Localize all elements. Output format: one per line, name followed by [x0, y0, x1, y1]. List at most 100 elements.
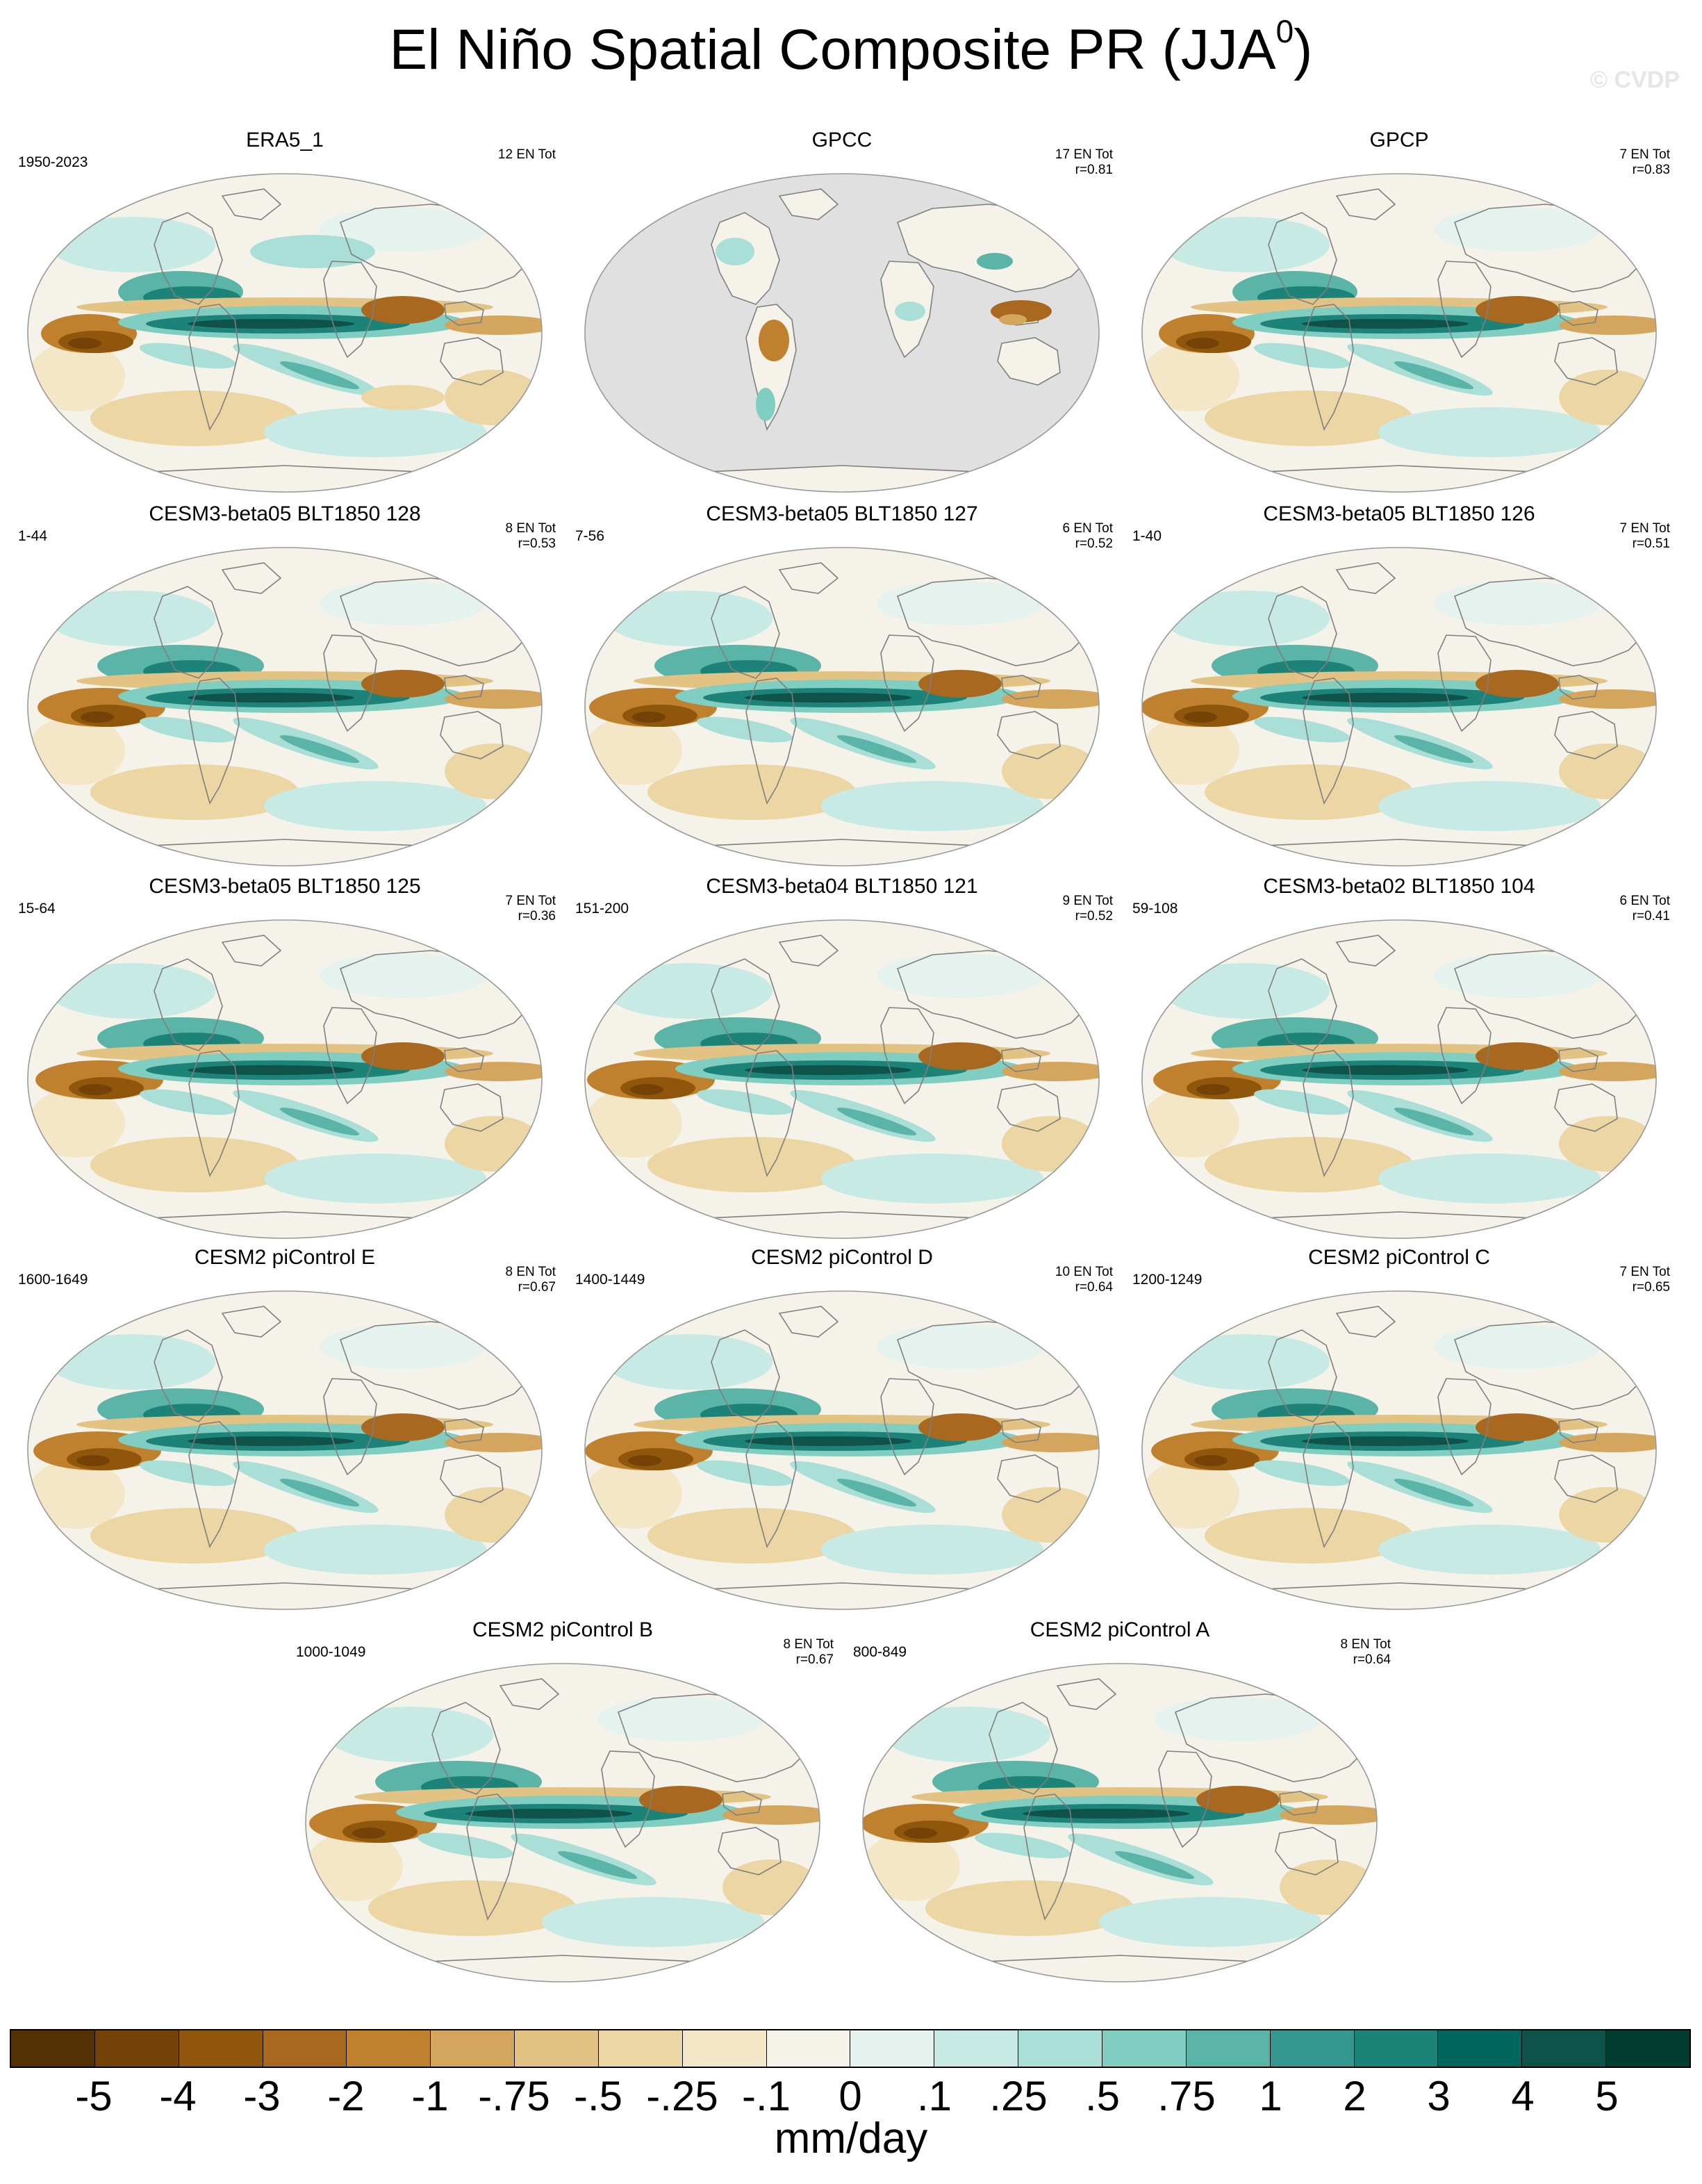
north-america-outline	[1268, 586, 1337, 679]
maritime-continent-outline	[1558, 1047, 1598, 1072]
panel-events: 10 EN Tot	[1055, 1265, 1113, 1279]
wet-anomaly-patch	[1114, 1850, 1195, 1880]
wet-anomaly-patch	[716, 238, 754, 265]
wet-anomaly-patch	[1394, 1107, 1474, 1136]
wet-anomaly-patch	[188, 1436, 354, 1446]
panel-title: CESM2 piControl D	[751, 1246, 933, 1269]
south-america-outline	[1303, 304, 1354, 432]
wet-anomaly-patch	[140, 343, 236, 369]
colorbar-swatch	[1018, 2030, 1102, 2067]
panel-title: CESM3-beta05 BLT1850 125	[149, 875, 421, 898]
greenland-outline	[221, 188, 282, 220]
dry-anomaly-patch	[1002, 689, 1099, 709]
panel-correlation: r=0.67	[795, 1652, 834, 1667]
map-panel: CESM2 piControl A 800-849 8 EN Tot r=0.64	[842, 1618, 1398, 1993]
map-border	[27, 173, 543, 493]
north-america-outline	[989, 1702, 1058, 1795]
wet-anomaly-patch	[140, 1089, 236, 1115]
wet-anomaly-patch	[1378, 1525, 1601, 1575]
panel-stats: 7 EN Tot r=0.83	[1619, 147, 1670, 178]
wet-anomaly-patch	[745, 693, 911, 703]
dry-anomaly-patch	[1186, 338, 1219, 349]
robinson-map-svg	[1141, 1290, 1657, 1610]
south-america-outline	[1023, 1793, 1075, 1921]
dry-anomaly-patch	[90, 1508, 299, 1563]
dry-anomaly-patch	[1559, 689, 1656, 709]
panel-correlation: r=0.65	[1632, 1280, 1670, 1295]
panel-events: 8 EN Tot	[505, 521, 556, 536]
wet-anomaly-patch	[756, 388, 775, 421]
wet-anomaly-patch	[1163, 217, 1330, 272]
colorbar-swatch	[766, 2030, 851, 2067]
dry-anomaly-patch	[1142, 342, 1239, 411]
greenland-outline	[1335, 562, 1396, 594]
wet-anomaly-patch	[1254, 1089, 1350, 1115]
wet-anomaly-patch	[1378, 1153, 1601, 1204]
dry-anomaly-patch	[1194, 1455, 1228, 1466]
wet-anomaly-patch	[264, 1153, 486, 1204]
dry-anomaly-patch	[585, 716, 682, 785]
greenland-outline	[778, 935, 839, 967]
south-america-outline	[188, 1050, 240, 1178]
panel-stats: 12 EN Tot	[498, 147, 556, 163]
north-america-outline	[431, 1702, 501, 1795]
precip-anomaly-field	[585, 935, 1099, 1238]
dry-anomaly-patch	[1476, 1413, 1559, 1441]
panel-correlation: r=0.52	[1075, 536, 1113, 551]
panel-stats: 8 EN Tot r=0.53	[505, 521, 556, 552]
composite-map	[571, 914, 1113, 1244]
maritime-continent-outline	[722, 1791, 762, 1816]
colorbar-tick-label: .75	[1157, 2073, 1216, 2119]
wet-anomaly-patch	[1254, 1460, 1350, 1486]
colorbar-swatch	[1522, 2030, 1607, 2067]
wet-anomaly-patch	[188, 693, 354, 703]
north-america-outline	[1268, 958, 1337, 1051]
precip-anomaly-field	[1142, 1306, 1656, 1609]
wet-anomaly-patch	[188, 319, 354, 329]
robinson-map-svg	[584, 173, 1100, 493]
panel-title: CESM2 piControl E	[194, 1246, 376, 1269]
wet-anomaly-patch	[975, 1832, 1071, 1859]
south-america-outline	[1303, 1050, 1354, 1178]
wet-anomaly-patch	[606, 1334, 772, 1390]
composite-map	[1128, 168, 1670, 498]
precip-anomaly-field	[28, 935, 542, 1238]
panel-years: 1400-1449	[575, 1272, 645, 1288]
panel-title: CESM3-beta05 BLT1850 126	[1263, 502, 1535, 525]
robinson-map-svg	[27, 919, 543, 1239]
dry-anomaly-patch	[918, 670, 1002, 698]
wet-anomaly-patch	[745, 1065, 911, 1075]
dry-anomaly-patch	[1559, 1062, 1656, 1081]
maritime-continent-outline	[444, 675, 484, 700]
figure-title: El Niño Spatial Composite PR (JJA0)	[0, 15, 1702, 85]
panel-stats: 6 EN Tot r=0.52	[1062, 521, 1113, 552]
colorbar-swatch	[1438, 2030, 1523, 2067]
map-panel: CESM3-beta02 BLT1850 104 59-108 6 EN Tot…	[1121, 874, 1677, 1249]
map-panel: CESM3-beta05 BLT1850 126 1-40 7 EN Tot r=…	[1121, 502, 1677, 877]
cvdp-watermark: © CVDP	[1590, 67, 1680, 93]
panel-years: 1-44	[18, 528, 48, 544]
map-border	[584, 547, 1100, 867]
precip-anomaly-field	[28, 188, 542, 492]
maritime-continent-outline	[1001, 675, 1041, 700]
wet-anomaly-patch	[836, 1107, 917, 1136]
panel-stats: 6 EN Tot r=0.41	[1619, 894, 1670, 924]
panel-correlation: r=0.52	[1075, 909, 1113, 923]
south-america-outline	[1303, 1421, 1354, 1549]
colorbar-swatch	[934, 2030, 1019, 2067]
colorbar-tick-label: 4	[1511, 2073, 1535, 2119]
composite-map	[292, 1658, 834, 1987]
australia-outline	[440, 1454, 504, 1503]
dry-anomaly-patch	[904, 1828, 937, 1839]
colorbar-ticks: -5 -4 -3 -2 -1 -.75 -.5 -.25 -.1 0 .1 .25 .5 .75 1 2 3 4 5	[10, 2072, 1691, 2121]
composite-map	[14, 1286, 556, 1615]
dry-anomaly-patch	[361, 1413, 445, 1441]
dry-anomaly-patch	[863, 1832, 960, 1901]
dry-anomaly-patch	[1559, 1433, 1656, 1452]
maritime-continent-outline	[1279, 1791, 1319, 1816]
wet-anomaly-patch	[140, 716, 236, 743]
panel-events: 7 EN Tot	[1619, 147, 1670, 162]
greenland-land	[778, 188, 839, 220]
dry-anomaly-patch	[1476, 296, 1559, 324]
colorbar-tick-label: 2	[1343, 2073, 1366, 2119]
